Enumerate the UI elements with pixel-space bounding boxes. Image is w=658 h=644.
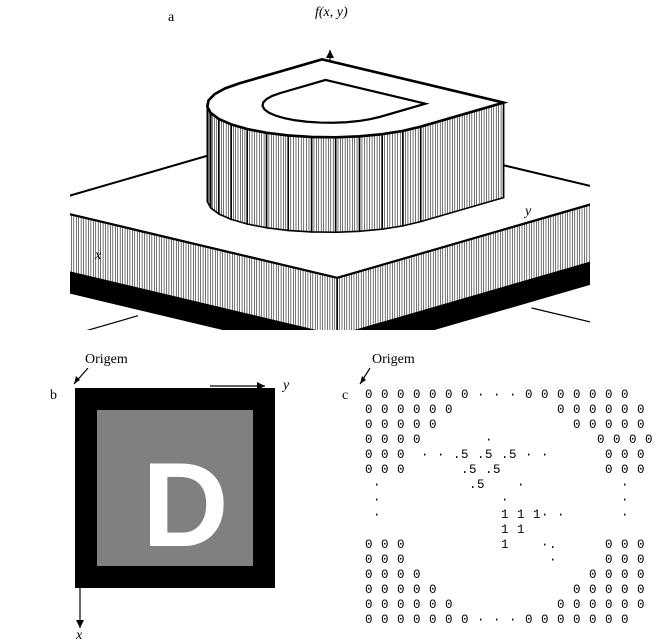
- matrix-row: 0 0 0 0 0 0 0 0 0 0 0 0: [365, 598, 653, 613]
- origin-arrow-c: [352, 368, 392, 390]
- matrix-row: · .5 · ·: [365, 478, 653, 493]
- surface-svg: [70, 10, 590, 330]
- panel-b-image: Origem b D y x: [30, 370, 290, 630]
- d-letter: D: [142, 445, 229, 565]
- matrix-row: · 1 1 1· · ·: [365, 508, 653, 523]
- axis-y-label-a: y: [525, 204, 531, 220]
- panel-b-label: b: [50, 388, 57, 404]
- axis-x-label-b: x: [76, 628, 82, 644]
- matrix-row: · · ·: [365, 493, 653, 508]
- matrix-row: 0 0 0 0 0 0 0 0 0 0 0 0: [365, 403, 653, 418]
- matrix-row: 0 0 0 0 0 0 0 · · · 0 0 0 0 0 0 0: [365, 388, 653, 403]
- panel-c-label: c: [342, 388, 348, 404]
- panel-a-3d-surface: a f(x, y) y x: [70, 10, 590, 330]
- origin-arrow-b: [64, 368, 124, 388]
- origin-label-c: Origem: [372, 352, 415, 368]
- matrix-row: 0 0 0 · 0 0 0: [365, 553, 653, 568]
- axis-y-arrow-b: [210, 376, 280, 396]
- matrix-row: 0 0 0 0 0 0 0 0 0 0: [365, 418, 653, 433]
- panel-a-label: a: [168, 10, 174, 26]
- panel-c-matrix: Origem c 0 0 0 0 0 0 0 · · · 0 0 0 0 0 0…: [330, 370, 640, 620]
- d-image-gray: D: [97, 410, 253, 566]
- axis-z-label: f(x, y): [315, 5, 348, 21]
- matrix-row: 0 0 0 0 0 0 0 0 0 0: [365, 583, 653, 598]
- axis-y-label-b: y: [283, 378, 289, 394]
- origin-label-b: Origem: [85, 352, 128, 368]
- d-image-outer: D: [75, 388, 275, 588]
- axis-x-label-a: x: [95, 248, 101, 264]
- matrix-row: 0 0 0 .5 .5 0 0 0: [365, 463, 653, 478]
- matrix-row: 0 0 0 0 0 0 0 0: [365, 568, 653, 583]
- matrix-row: 0 0 0 0 0 0 0 · · · 0 0 0 0 0 0 0: [365, 613, 653, 628]
- matrix-row: 0 0 0 0 · 0 0 0 0: [365, 433, 653, 448]
- matrix-body: 0 0 0 0 0 0 0 · · · 0 0 0 0 0 0 00 0 0 0…: [365, 388, 653, 628]
- matrix-row: 0 0 0 · · .5 .5 .5 · · 0 0 0: [365, 448, 653, 463]
- matrix-row: 0 0 0 1 ·. 0 0 0: [365, 538, 653, 553]
- matrix-row: 1 1: [365, 523, 653, 538]
